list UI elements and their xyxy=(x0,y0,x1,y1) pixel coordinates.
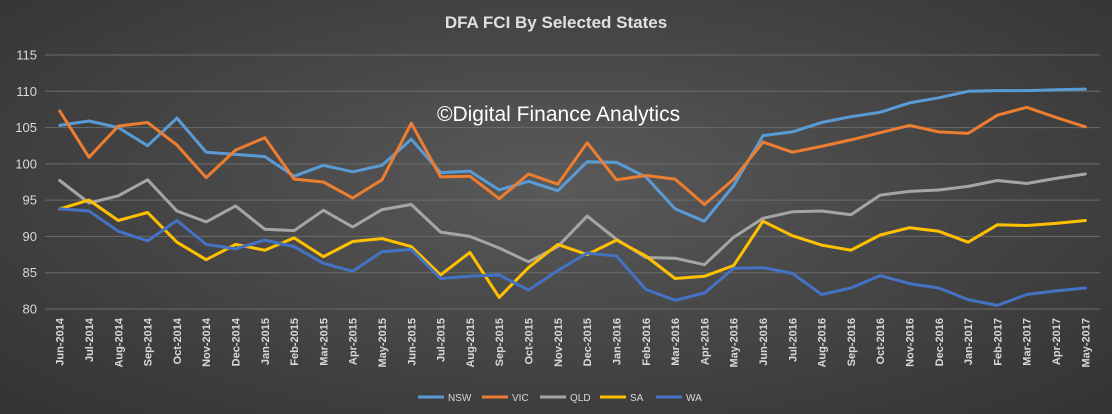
x-tick-label: Jun-2015 xyxy=(406,318,418,366)
y-tick-label: 80 xyxy=(23,302,37,317)
x-tick-label: Aug-2015 xyxy=(465,318,477,368)
watermark-text: ©Digital Finance Analytics xyxy=(437,103,680,126)
x-tick-label: Nov-2014 xyxy=(201,317,213,367)
legend: NSW VIC QLD SA WA xyxy=(418,393,702,404)
x-axis-ticks: Jun-2014 Jul-2014 Aug-2014 Sep-2014 Oct-2014… xyxy=(55,317,1093,367)
x-tick-label: Nov-2016 xyxy=(905,318,917,367)
x-tick-label: Apr-2016 xyxy=(699,318,711,365)
x-tick-label: May-2016 xyxy=(729,318,741,368)
y-tick-label: 85 xyxy=(23,265,37,280)
series-line-vic xyxy=(58,105,1087,206)
legend-item-sa: SA xyxy=(600,393,644,404)
y-tick-label: 105 xyxy=(15,120,37,135)
x-tick-label: Aug-2016 xyxy=(817,318,829,368)
x-tick-label: Sep-2016 xyxy=(846,318,858,366)
y-tick-label: 95 xyxy=(23,193,37,208)
legend-label: NSW xyxy=(448,393,472,404)
x-tick-label: May-2017 xyxy=(1080,318,1092,368)
x-tick-label: Feb-2016 xyxy=(641,318,653,366)
x-tick-label: Aug-2014 xyxy=(113,317,125,367)
x-tick-label: Apr-2017 xyxy=(1051,318,1063,365)
x-tick-label: Jul-2014 xyxy=(84,317,96,362)
chart-title: DFA FCI By Selected States xyxy=(445,13,667,32)
series-line-sa xyxy=(58,198,1087,299)
y-tick-label: 110 xyxy=(16,84,37,99)
x-tick-label: Mar-2016 xyxy=(670,318,682,366)
x-tick-label: Oct-2016 xyxy=(875,318,887,364)
x-tick-label: Nov-2015 xyxy=(553,318,565,367)
x-tick-label: Oct-2014 xyxy=(172,317,184,364)
y-tick-label: 115 xyxy=(16,48,37,63)
x-tick-label: Apr-2015 xyxy=(348,318,360,365)
x-tick-label: Jun-2016 xyxy=(758,318,770,366)
series-line-qld xyxy=(58,172,1087,267)
x-tick-label: Dec-2015 xyxy=(582,318,594,366)
x-tick-label: Jun-2014 xyxy=(55,317,67,366)
x-tick-label: Feb-2015 xyxy=(289,318,301,366)
legend-item-wa: WA xyxy=(656,393,702,404)
y-tick-label: 100 xyxy=(15,156,37,171)
x-tick-label: Sep-2015 xyxy=(494,318,506,366)
x-tick-label: Jul-2016 xyxy=(787,318,799,362)
x-tick-label: Dec-2014 xyxy=(230,317,242,366)
series-line-wa xyxy=(58,207,1087,307)
gridlines xyxy=(45,54,1100,310)
x-tick-label: Mar-2017 xyxy=(1022,318,1034,366)
x-tick-label: Jan-2015 xyxy=(260,318,272,365)
y-tick-label: 90 xyxy=(23,229,37,244)
x-tick-label: Oct-2015 xyxy=(524,318,536,364)
series-lines xyxy=(58,87,1087,307)
legend-item-nsw: NSW xyxy=(418,393,472,404)
x-tick-label: Feb-2017 xyxy=(992,318,1004,366)
x-tick-label: Mar-2015 xyxy=(318,318,330,366)
legend-label: WA xyxy=(686,393,702,404)
legend-item-vic: VIC xyxy=(482,393,529,404)
y-axis-ticks: 80 85 90 95 100 105 110 115 xyxy=(15,48,37,317)
x-tick-label: Jul-2015 xyxy=(436,318,448,362)
x-tick-label: Jan-2017 xyxy=(963,318,975,365)
legend-label: VIC xyxy=(512,393,529,404)
x-tick-label: Jan-2016 xyxy=(611,318,623,365)
x-tick-label: Dec-2016 xyxy=(934,318,946,366)
x-tick-label: Sep-2014 xyxy=(143,317,155,366)
legend-item-qld: QLD xyxy=(540,393,591,404)
legend-label: SA xyxy=(630,393,644,404)
legend-label: QLD xyxy=(570,393,591,404)
x-tick-label: May-2015 xyxy=(377,318,389,368)
